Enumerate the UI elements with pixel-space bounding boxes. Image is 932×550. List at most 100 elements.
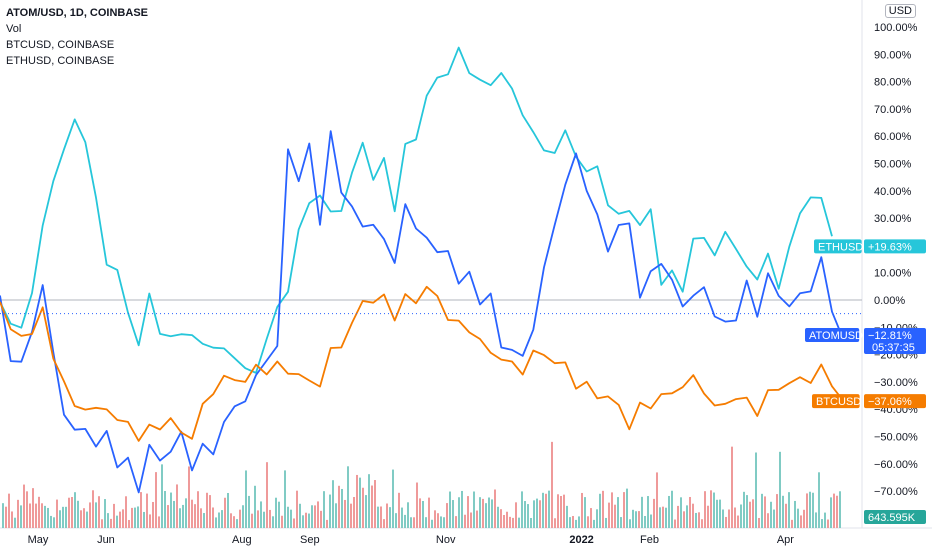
volume-bar xyxy=(761,493,763,528)
x-tick-label: 2022 xyxy=(569,534,593,546)
volume-bar xyxy=(332,480,334,528)
volume-bar xyxy=(2,503,4,528)
volume-bar xyxy=(491,499,493,528)
y-tick-label: −70.00% xyxy=(874,486,918,498)
volume-bar xyxy=(416,482,418,528)
volume-bar xyxy=(830,497,832,528)
volume-bar xyxy=(209,495,211,528)
series-name-badge xyxy=(814,239,862,254)
volume-bar xyxy=(254,485,256,528)
volume-bar xyxy=(452,500,454,528)
volume-bar xyxy=(650,514,652,528)
volume-bar xyxy=(626,488,628,528)
volume-bar xyxy=(41,503,43,528)
chart-legend: ATOM/USD, 1D, COINBASE Vol BTCUSD, COINB… xyxy=(6,5,148,69)
volume-bar xyxy=(473,491,475,528)
volume-bar xyxy=(833,493,835,528)
series-value-badge xyxy=(864,239,926,254)
volume-bar xyxy=(608,502,610,528)
volume-bar xyxy=(461,490,463,528)
volume-bar xyxy=(320,510,322,528)
volume-bar xyxy=(272,516,274,528)
volume-bar xyxy=(368,474,370,528)
volume-bar xyxy=(575,519,577,528)
volume-bar xyxy=(269,509,271,528)
volume-bar xyxy=(557,494,559,528)
volume-bar xyxy=(101,519,103,528)
volume-bar xyxy=(773,509,775,528)
volume-bar xyxy=(743,491,745,528)
volume-bar xyxy=(131,507,133,528)
volume-bar xyxy=(89,502,91,528)
y-tick-label: 0.00% xyxy=(874,295,905,307)
volume-bar xyxy=(521,491,523,528)
volume-bar xyxy=(65,506,67,528)
volume-bar xyxy=(734,507,736,528)
volume-bar xyxy=(500,509,502,528)
y-tick-label: −60.00% xyxy=(874,459,918,471)
volume-bar xyxy=(38,496,40,528)
volume-bar xyxy=(32,488,34,528)
volume-bar xyxy=(290,509,292,528)
y-tick-label: 70.00% xyxy=(874,104,912,116)
volume-bar xyxy=(188,466,190,528)
volume-bar xyxy=(530,518,532,528)
volume-bar xyxy=(179,508,181,528)
volume-bar xyxy=(305,512,307,528)
volume-bar xyxy=(74,492,76,528)
volume-bar xyxy=(8,493,10,528)
volume-bar xyxy=(113,503,115,528)
volume-bar xyxy=(203,513,205,528)
volume-bar xyxy=(572,515,574,528)
volume-bar xyxy=(818,472,820,528)
volume-bar xyxy=(653,498,655,528)
volume-bar xyxy=(59,510,61,528)
volume-bar xyxy=(752,499,754,528)
volume-bar xyxy=(554,518,556,528)
volume-bar xyxy=(380,506,382,528)
volume-bar xyxy=(317,501,319,528)
volume-bar xyxy=(413,517,415,528)
x-tick-label: Jun xyxy=(97,534,115,546)
volume-bar xyxy=(404,514,406,528)
series-value-badge-label: +19.63% xyxy=(868,241,912,253)
volume-bar xyxy=(542,492,544,528)
volume-bar xyxy=(98,496,100,528)
volume-bar xyxy=(485,503,487,528)
series-name-badge-label: ETHUSD xyxy=(818,241,863,253)
volume-bar xyxy=(407,502,409,528)
volume-bar xyxy=(287,506,289,528)
volume-bar xyxy=(425,517,427,528)
volume-bar xyxy=(827,519,829,528)
volume-bar xyxy=(836,495,838,528)
volume-bar xyxy=(749,501,751,528)
volume-bar xyxy=(248,495,250,528)
volume-bar xyxy=(518,517,520,528)
volume-bar xyxy=(821,519,823,528)
volume-bar xyxy=(125,496,127,528)
volume-bar xyxy=(278,501,280,528)
volume-bar xyxy=(323,491,325,528)
volume-bar xyxy=(755,452,757,528)
currency-unit-button[interactable]: USD xyxy=(884,4,916,18)
volume-bar xyxy=(464,514,466,528)
volume-bar xyxy=(299,503,301,528)
legend-compare-eth: ETHUSD, COINBASE xyxy=(6,55,115,67)
volume-bar xyxy=(665,507,667,528)
volume-bar xyxy=(596,509,598,528)
volume-bar xyxy=(644,515,646,528)
volume-bar xyxy=(617,497,619,528)
volume-bar xyxy=(710,490,712,528)
volume-bar xyxy=(698,512,700,528)
x-tick-label: May xyxy=(28,534,49,546)
volume-bar xyxy=(671,490,673,528)
legend-compare-btc: BTCUSD, COINBASE xyxy=(6,39,115,51)
volume-bar xyxy=(809,491,811,528)
volume-bar xyxy=(350,503,352,528)
volume-bar xyxy=(56,499,58,528)
volume-bar xyxy=(788,492,790,528)
volume-bar xyxy=(767,513,769,528)
volume-bar xyxy=(479,497,481,528)
volume-bar xyxy=(329,494,331,528)
